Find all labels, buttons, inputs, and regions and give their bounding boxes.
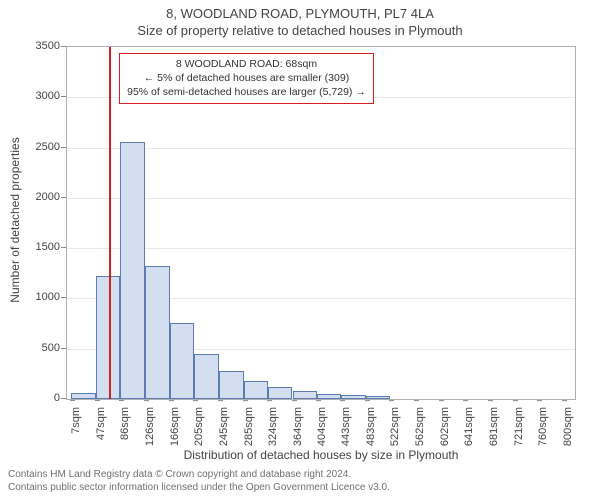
x-tick-label: 47sqm [95, 400, 107, 440]
x-tick-label: 562sqm [414, 400, 426, 446]
x-tick-label: 721sqm [513, 400, 525, 446]
x-tick-label: 285sqm [243, 400, 255, 446]
x-tick-label: 602sqm [439, 400, 451, 446]
x-tick-label: 324sqm [267, 400, 279, 446]
x-tick-label: 522sqm [389, 400, 401, 446]
histogram-bar [366, 396, 390, 399]
y-tick-label: 2000 [36, 191, 60, 203]
x-tick-label: 126sqm [144, 400, 156, 446]
histogram-bar [71, 393, 96, 399]
y-tick-label: 3500 [36, 40, 60, 52]
x-tick-label: 681sqm [488, 400, 500, 446]
x-tick-label: 7sqm [70, 400, 82, 434]
plot-outer: 8 WOODLAND ROAD: 68sqm← 5% of detached h… [66, 46, 576, 400]
x-tick-label: 205sqm [193, 400, 205, 446]
annotation-line: 8 WOODLAND ROAD: 68sqm [127, 57, 366, 71]
annotation-line: ← 5% of detached houses are smaller (309… [127, 71, 366, 85]
histogram-bar [317, 394, 341, 399]
histogram-bar [244, 381, 268, 399]
title-sub: Size of property relative to detached ho… [0, 21, 600, 38]
chart-container: 8, WOODLAND ROAD, PLYMOUTH, PL7 4LA Size… [0, 0, 600, 500]
x-tick-label: 443sqm [340, 400, 352, 446]
y-tick-label: 1000 [36, 291, 60, 303]
histogram-bar [293, 391, 318, 399]
y-tick-label: 1500 [36, 241, 60, 253]
x-tick-label: 404sqm [316, 400, 328, 446]
histogram-bar [170, 323, 194, 399]
annotation-box: 8 WOODLAND ROAD: 68sqm← 5% of detached h… [119, 53, 374, 104]
x-tick-label: 364sqm [292, 400, 304, 446]
x-tick-label: 166sqm [169, 400, 181, 446]
x-axis-title: Distribution of detached houses by size … [66, 448, 576, 462]
x-tick-label: 800sqm [562, 400, 574, 446]
y-tick-label: 0 [54, 392, 60, 404]
plot-area: 8 WOODLAND ROAD: 68sqm← 5% of detached h… [66, 46, 576, 400]
histogram-bar [268, 387, 293, 399]
subject-marker-line [109, 47, 111, 399]
title-main: 8, WOODLAND ROAD, PLYMOUTH, PL7 4LA [0, 0, 600, 21]
x-tick-label: 641sqm [463, 400, 475, 446]
footer-text: Contains HM Land Registry data © Crown c… [8, 468, 390, 494]
x-tick-label: 245sqm [218, 400, 230, 446]
histogram-bar [120, 142, 145, 399]
y-tick-label: 3000 [36, 90, 60, 102]
annotation-line: 95% of semi-detached houses are larger (… [127, 85, 366, 99]
x-tick-label: 760sqm [537, 400, 549, 446]
histogram-bar [194, 354, 219, 399]
footer-line-1: Contains HM Land Registry data © Crown c… [8, 468, 390, 481]
histogram-bar [145, 266, 170, 399]
footer-line-2: Contains public sector information licen… [8, 481, 390, 494]
y-tick-label: 2500 [36, 141, 60, 153]
histogram-bar [219, 371, 244, 399]
y-axis-title: Number of detached properties [8, 137, 22, 302]
x-tick-label: 86sqm [119, 400, 131, 440]
y-tick-label: 500 [42, 342, 60, 354]
histogram-bar [341, 395, 366, 399]
x-tick-label: 483sqm [365, 400, 377, 446]
